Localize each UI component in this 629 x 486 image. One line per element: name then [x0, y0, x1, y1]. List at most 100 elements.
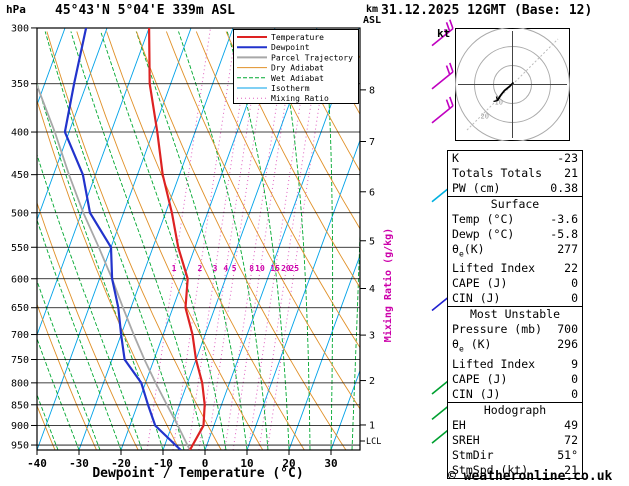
mixing-ratio-axis-label: Mixing Ratio (g/kg) [382, 228, 394, 342]
table-row: θe (K) 296 [448, 337, 582, 356]
table-row-value: 0 [571, 291, 578, 306]
hodograph: 10 20 [455, 28, 570, 141]
temp-tick-label: 0 [202, 457, 209, 470]
table-row: CAPE (J) 0 [448, 372, 582, 387]
table-row-value: 700 [557, 322, 578, 337]
dry-adiabat-line [225, 31, 360, 289]
table-row-value: 0 [571, 371, 578, 386]
table-row: PW (cm) 0.38 [448, 181, 582, 196]
table-row-label: CAPE (J) [452, 276, 508, 291]
wet-adiabat-line [226, 31, 290, 450]
indices-table: K -23 Totals Totals 21 PW (cm) 0.38 Surface Tem… [447, 150, 583, 479]
pressure-tick-label: 950 [11, 441, 29, 452]
chart-background [37, 28, 360, 450]
table-row-label: CAPE (J) [452, 371, 508, 386]
wet-adiabat-line [351, 220, 360, 450]
pressure-tick-label: 750 [11, 355, 29, 366]
table-row-value: -23 [557, 151, 578, 165]
temp-tick-label: -10 [153, 457, 173, 470]
copyright: © weatheronline.co.uk [448, 469, 613, 484]
table-row: Lifted Index 22 [448, 261, 582, 276]
wet-adiabat-line [100, 31, 227, 450]
legend-label: Dewpoint [271, 43, 310, 52]
table-row-value: -5.8 [550, 227, 578, 241]
mixing-ratio-value-label: 20 [281, 264, 291, 273]
table-row: StmDir 51° [448, 448, 582, 463]
pressure-tick-label: 300 [11, 23, 29, 34]
wet-adiabat-line [178, 31, 269, 450]
table-row-label: Lifted Index [452, 356, 536, 371]
pressure-tick-label: 700 [11, 330, 29, 341]
km-tick-label: 3 [369, 331, 375, 342]
table-row: Totals Totals 21 [448, 166, 582, 181]
legend-label: Wet Adiabat [271, 74, 324, 83]
isotherm-line [246, 139, 360, 450]
table-row-value: 9 [571, 356, 578, 371]
pressure-tick-label: 550 [11, 243, 29, 254]
pressure-tick-label: 350 [11, 79, 29, 90]
km-tick-label: 7 [369, 137, 375, 148]
plot-border [36, 27, 361, 451]
table-row-value: -3.6 [550, 212, 578, 226]
table-row: Dewp (°C) -5.8 [448, 227, 582, 242]
table-row-label: StmDir [452, 447, 494, 462]
legend-label: Parcel Trajectory [271, 53, 353, 62]
table-row-value: 277 [557, 242, 578, 256]
dry-adiabat-line [46, 31, 222, 450]
dry-adiabat-line [37, 303, 97, 450]
dry-adiabat-line [37, 99, 181, 450]
temp-tick-label: -20 [111, 457, 131, 470]
table-row-label: Pressure (mb) [452, 322, 543, 337]
legend-label: Temperature [271, 33, 324, 42]
hodograph-trace-arrow [493, 96, 499, 103]
temp-tick-label: 10 [240, 457, 253, 470]
asl-unit-label: ASL [363, 15, 381, 26]
parcel-curve [37, 83, 191, 450]
table-row-value: 0 [571, 276, 578, 291]
wet-adiabat-line [44, 31, 185, 450]
table-section-title: Hodograph [448, 401, 582, 418]
table-row-label: CIN (J) [452, 291, 501, 306]
wet-adiabat-line [37, 393, 59, 450]
x-axis-title: Dewpoint / Temperature (°C) [92, 466, 303, 481]
mixing-ratio-value-label: 5 [232, 264, 237, 273]
table-row: K -23 [448, 151, 582, 166]
table-row-label: K [452, 151, 459, 165]
table-row-value: 51° [557, 447, 578, 462]
mixing-ratio-value-label: 2 [197, 264, 202, 273]
dry-adiabat-line [106, 31, 305, 450]
pressure-tick-label: 400 [11, 128, 29, 139]
isotherm-line [37, 28, 66, 107]
wet-adiabat-line [70, 31, 206, 450]
table-row-value: 49 [564, 417, 578, 432]
mixing-ratio-value-label: 3 [213, 264, 218, 273]
temp-tick-label: -30 [69, 457, 89, 470]
pressure-tick-label: 600 [11, 274, 29, 285]
wind-barb [431, 96, 454, 124]
km-tick-label: 5 [369, 236, 375, 247]
km-tick-label: 8 [369, 85, 375, 96]
lcl-label: LCL [366, 437, 381, 447]
legend-label: Isotherm [271, 84, 310, 93]
table-section-title: Surface [448, 196, 582, 212]
table-row-label: StmSpd (kt) [452, 462, 529, 477]
table-row-value: 296 [557, 337, 578, 352]
table-row: Pressure (mb) 700 [448, 322, 582, 337]
table-row: SREH 72 [448, 433, 582, 448]
wet-adiabat-line [277, 31, 311, 450]
pressure-tick-label: 650 [11, 303, 29, 314]
skewt-chart: hPa km ASL Dewpoint / Temperature (°C) M… [6, 3, 454, 481]
isotherm-line [330, 369, 360, 450]
sounding-curves [37, 28, 206, 450]
hodograph-unit-label: kt [437, 27, 451, 40]
table-row: Temp (°C) -3.6 [448, 212, 582, 227]
pressure-tick-label: 900 [11, 421, 29, 432]
temp-tick-label: 30 [324, 457, 337, 470]
dry-adiabat-line [255, 31, 360, 230]
km-tick-label: 6 [369, 187, 375, 198]
hodograph-ring [455, 28, 570, 141]
legend-label: Dry Adiabat [271, 64, 324, 73]
mixing-ratio-value-label: 4 [223, 264, 228, 273]
